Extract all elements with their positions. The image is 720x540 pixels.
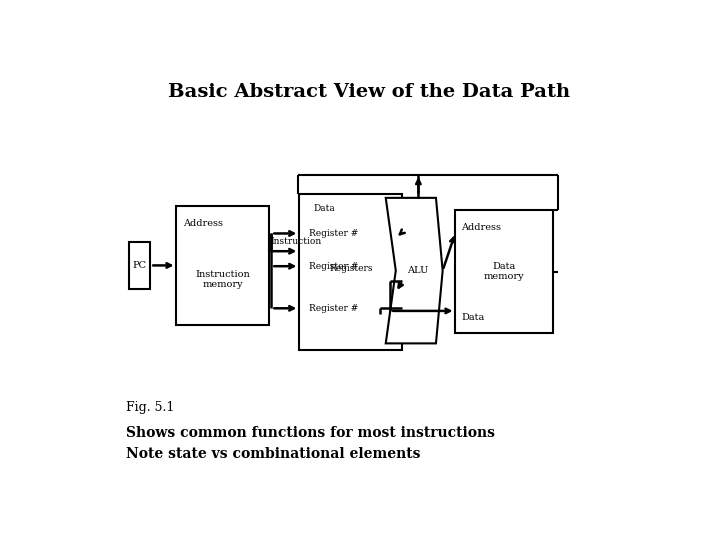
Text: Instruction: Instruction xyxy=(271,237,322,246)
Text: Register #: Register # xyxy=(310,304,359,313)
Text: ALU: ALU xyxy=(407,266,428,275)
Text: Fig. 5.1: Fig. 5.1 xyxy=(126,401,175,414)
Text: Address: Address xyxy=(183,219,223,228)
Text: Note state vs combinational elements: Note state vs combinational elements xyxy=(126,447,420,461)
Text: PC: PC xyxy=(132,261,147,270)
Text: Shows common functions for most instructions: Shows common functions for most instruct… xyxy=(126,426,495,440)
Bar xyxy=(300,194,402,349)
Text: Data: Data xyxy=(461,313,485,322)
Text: Registers: Registers xyxy=(329,264,373,273)
Bar xyxy=(129,241,150,289)
Text: Data
memory: Data memory xyxy=(484,262,525,281)
Bar xyxy=(176,206,269,325)
Text: Basic Abstract View of the Data Path: Basic Abstract View of the Data Path xyxy=(168,83,570,101)
Bar xyxy=(456,211,553,333)
Text: Data: Data xyxy=(313,204,335,213)
Text: Register #: Register # xyxy=(310,229,359,238)
Text: Address: Address xyxy=(461,224,501,232)
Polygon shape xyxy=(386,198,443,343)
Text: Register #: Register # xyxy=(310,262,359,271)
Text: Instruction
memory: Instruction memory xyxy=(195,270,250,289)
